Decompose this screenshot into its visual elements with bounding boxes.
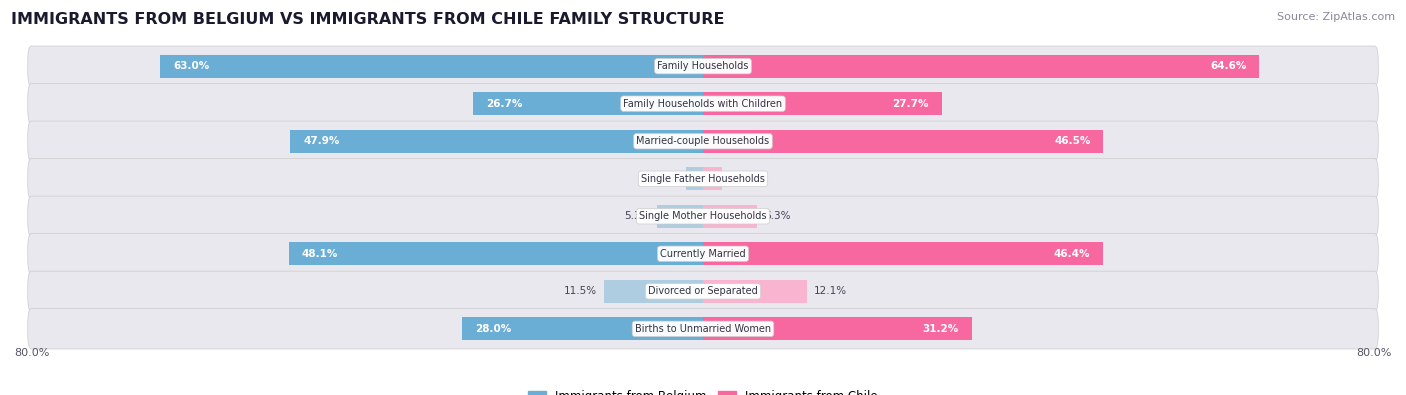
Text: Family Households with Children: Family Households with Children bbox=[623, 99, 783, 109]
Text: 47.9%: 47.9% bbox=[304, 136, 340, 146]
Text: 12.1%: 12.1% bbox=[814, 286, 848, 296]
Bar bbox=[703, 167, 721, 190]
Bar bbox=[160, 55, 703, 78]
FancyBboxPatch shape bbox=[28, 83, 1378, 124]
Bar bbox=[288, 242, 703, 265]
Text: 31.2%: 31.2% bbox=[922, 324, 959, 334]
Text: 2.2%: 2.2% bbox=[728, 174, 755, 184]
Text: 5.3%: 5.3% bbox=[624, 211, 651, 221]
Bar bbox=[703, 92, 942, 115]
Bar bbox=[703, 55, 1260, 78]
Text: 28.0%: 28.0% bbox=[475, 324, 510, 334]
Text: Family Households: Family Households bbox=[658, 61, 748, 71]
Bar bbox=[605, 280, 703, 303]
Text: Single Father Households: Single Father Households bbox=[641, 174, 765, 184]
Text: 63.0%: 63.0% bbox=[173, 61, 209, 71]
Text: Married-couple Households: Married-couple Households bbox=[637, 136, 769, 146]
FancyBboxPatch shape bbox=[28, 46, 1378, 87]
FancyBboxPatch shape bbox=[28, 233, 1378, 274]
Bar bbox=[686, 167, 703, 190]
Text: 27.7%: 27.7% bbox=[893, 99, 928, 109]
FancyBboxPatch shape bbox=[28, 158, 1378, 199]
FancyBboxPatch shape bbox=[28, 308, 1378, 349]
Bar bbox=[703, 242, 1102, 265]
Text: 26.7%: 26.7% bbox=[486, 99, 523, 109]
FancyBboxPatch shape bbox=[28, 121, 1378, 162]
Bar bbox=[461, 317, 703, 340]
FancyBboxPatch shape bbox=[28, 271, 1378, 312]
Bar bbox=[658, 205, 703, 228]
Bar bbox=[703, 130, 1104, 153]
Legend: Immigrants from Belgium, Immigrants from Chile: Immigrants from Belgium, Immigrants from… bbox=[523, 385, 883, 395]
Text: 64.6%: 64.6% bbox=[1211, 61, 1246, 71]
Text: 46.4%: 46.4% bbox=[1053, 249, 1090, 259]
Bar bbox=[291, 130, 703, 153]
Bar bbox=[703, 205, 758, 228]
Text: 46.5%: 46.5% bbox=[1054, 136, 1091, 146]
Text: Births to Unmarried Women: Births to Unmarried Women bbox=[636, 324, 770, 334]
Text: IMMIGRANTS FROM BELGIUM VS IMMIGRANTS FROM CHILE FAMILY STRUCTURE: IMMIGRANTS FROM BELGIUM VS IMMIGRANTS FR… bbox=[11, 12, 724, 27]
Text: 80.0%: 80.0% bbox=[1357, 348, 1392, 357]
Text: 11.5%: 11.5% bbox=[564, 286, 598, 296]
Text: Divorced or Separated: Divorced or Separated bbox=[648, 286, 758, 296]
Text: 2.0%: 2.0% bbox=[652, 174, 679, 184]
Bar bbox=[703, 280, 807, 303]
Text: Single Mother Households: Single Mother Households bbox=[640, 211, 766, 221]
Text: Currently Married: Currently Married bbox=[661, 249, 745, 259]
Text: 6.3%: 6.3% bbox=[763, 211, 790, 221]
Bar bbox=[472, 92, 703, 115]
FancyBboxPatch shape bbox=[28, 196, 1378, 237]
Text: Source: ZipAtlas.com: Source: ZipAtlas.com bbox=[1277, 12, 1395, 22]
Bar bbox=[703, 317, 972, 340]
Text: 48.1%: 48.1% bbox=[302, 249, 337, 259]
Text: 80.0%: 80.0% bbox=[14, 348, 49, 357]
